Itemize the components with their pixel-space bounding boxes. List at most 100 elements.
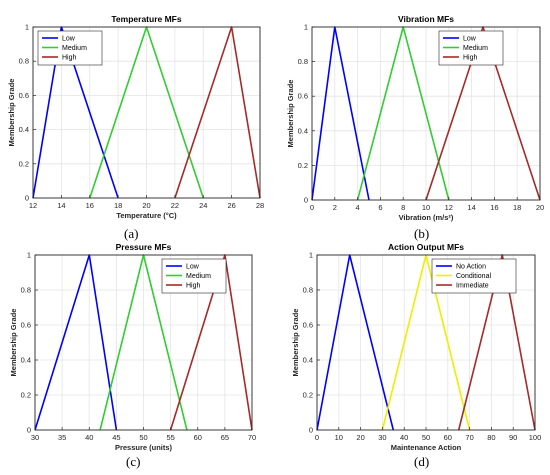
legend: Low Medium High [37,30,103,66]
x-tick-label: 12 [29,201,37,210]
chart-panel-1: 0 2 4 6 8 10 12 14 16 18 20 0 0.2 0.4 0.6 0.8 1 Vibration… [286,14,544,222]
x-tick-label: 55 [166,433,174,442]
y-tick-label: 0 [25,194,29,203]
x-tick-label: 4 [356,203,360,212]
x-tick-label: 16 [86,201,94,210]
y-tick-label: 1 [309,251,313,260]
y-axis-label: Membership Grade [291,309,300,377]
x-tick-label: 100 [529,433,542,442]
legend-label: Low [186,264,200,271]
x-tick-label: 0 [315,433,319,442]
legend-label: High [463,55,478,62]
chart-panel-3: 0 10 20 30 40 50 60 70 80 90 100 0 0.2 0.4 0.6 0.8 1 Acti… [291,242,541,452]
caption-b: (b) [414,226,430,241]
x-tick-label: 8 [401,203,405,212]
y-tick-label: 0.2 [21,391,31,400]
x-tick-label: 65 [221,433,229,442]
caption-d: (d) [414,454,430,469]
x-tick-label: 30 [378,433,386,442]
x-tick-label: 80 [487,433,495,442]
x-tick-label: 20 [536,203,544,212]
x-tick-label: 60 [194,433,202,442]
x-tick-label: 20 [142,201,150,210]
chart-title: Vibration MFs [398,14,454,24]
y-axis-label: Membership Grade [9,309,18,377]
x-tick-label: 10 [422,203,430,212]
y-tick-label: 0.8 [19,57,29,66]
legend-label: Medium [463,45,488,52]
y-tick-label: 0.8 [303,286,313,295]
y-tick-label: 0.8 [21,286,31,295]
x-tick-label: 22 [171,201,179,210]
y-tick-label: 0 [304,196,308,205]
legend-label: High [186,283,201,290]
x-tick-label: 50 [139,433,147,442]
x-tick-label: 28 [256,201,264,210]
x-tick-label: 35 [58,433,66,442]
y-tick-label: 1 [304,23,308,32]
chart-title: Action Output MFs [388,242,464,252]
chart-panel-2: 30 35 40 45 50 55 60 65 70 0 0.2 0.4 0.6 0.8 1 Pressure… [9,242,256,452]
legend-label: High [62,55,77,62]
x-tick-label: 26 [227,201,235,210]
y-tick-label: 0.4 [19,125,29,134]
legend-label: Low [463,36,477,43]
x-tick-label: 16 [490,203,498,212]
x-tick-label: 18 [114,201,122,210]
x-tick-label: 70 [248,433,256,442]
legend-label: No Action [456,264,486,271]
x-tick-label: 45 [112,433,120,442]
x-tick-label: 20 [356,433,364,442]
y-tick-label: 0.4 [298,126,308,135]
x-tick-label: 90 [509,433,517,442]
x-axis-label: Temperature (°C) [116,211,177,220]
legend-label: Medium [62,45,87,52]
y-tick-label: 1 [27,251,31,260]
chart-title: Temperature MFs [111,14,181,24]
y-tick-label: 0.6 [298,92,308,101]
caption-c: (c) [126,454,141,469]
x-tick-label: 40 [400,433,408,442]
y-tick-label: 0.2 [303,391,313,400]
x-tick-label: 70 [465,433,473,442]
y-tick-label: 0.8 [298,57,308,66]
y-tick-label: 0.6 [303,321,313,330]
x-axis-label: Maintenance Action [391,443,462,452]
y-tick-label: 0.4 [303,356,313,365]
x-tick-label: 50 [422,433,430,442]
legend-label: Medium [186,273,211,280]
x-axis-label: Vibration (m/s²) [399,213,454,222]
y-tick-label: 0.6 [19,91,29,100]
x-tick-label: 40 [85,433,93,442]
legend: Low Medium High [438,30,504,66]
y-tick-label: 0 [309,426,313,435]
legend-label: Low [62,36,76,43]
legend: No Action Conditional Immediate [431,258,517,294]
x-tick-label: 0 [310,203,314,212]
x-tick-label: 6 [378,203,382,212]
y-tick-label: 1 [25,23,29,32]
legend-label: Immediate [456,283,489,290]
x-tick-label: 24 [199,201,207,210]
y-axis-label: Membership Grade [7,79,16,147]
x-tick-label: 2 [333,203,337,212]
y-tick-label: 0.2 [298,161,308,170]
x-tick-label: 12 [445,203,453,212]
x-tick-label: 10 [335,433,343,442]
x-tick-label: 30 [31,433,39,442]
chart-title: Pressure MFs [116,242,172,252]
x-tick-label: 60 [444,433,452,442]
caption-a: (a) [124,226,139,241]
y-tick-label: 0.4 [21,356,31,365]
y-tick-label: 0 [27,426,31,435]
x-tick-label: 14 [57,201,65,210]
x-tick-label: 14 [467,203,475,212]
x-axis-label: Pressure (units) [115,443,173,452]
legend-label: Conditional [456,273,491,280]
y-tick-label: 0.6 [21,321,31,330]
chart-panel-0: 12 14 16 18 20 22 24 26 28 0 0.2 0.4 0.6 0.8 1 Temperat… [7,14,264,220]
y-axis-label: Membership Grade [286,80,295,148]
legend: Low Medium High [161,258,227,294]
x-tick-label: 18 [513,203,521,212]
